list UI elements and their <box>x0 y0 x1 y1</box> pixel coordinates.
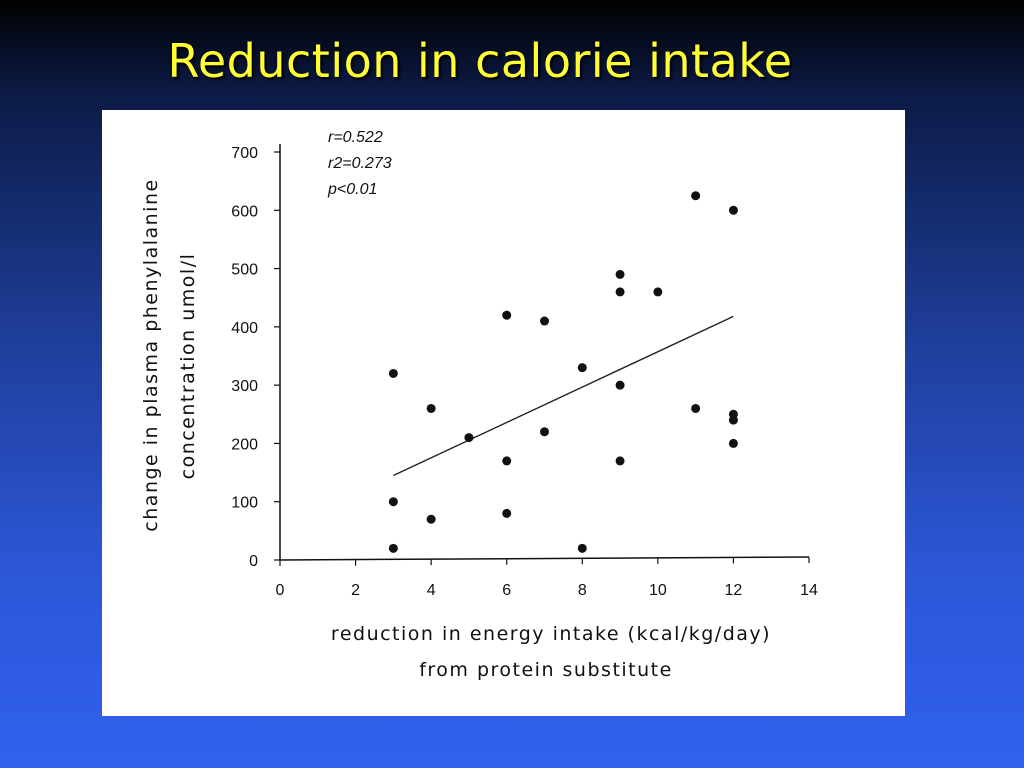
stat-annotation: r2=0.273 <box>328 155 392 172</box>
data-point <box>691 191 701 201</box>
tick-labels: 0 100 200 300 400 500 600 700 0 2 4 6 8 10 12 14 <box>231 145 818 599</box>
axes <box>279 144 810 561</box>
x-axis-line <box>279 556 810 561</box>
y-axis-title-line1: change in plasma phenylalanine <box>140 178 162 531</box>
x-tick-label: 0 <box>276 582 285 599</box>
data-point <box>728 415 738 425</box>
x-tick-label: 8 <box>578 582 587 599</box>
y-tick-label: 500 <box>231 262 258 279</box>
x-tick-label: 10 <box>649 582 667 599</box>
data-point <box>502 310 512 320</box>
data-point <box>388 368 398 378</box>
data-point <box>728 205 738 215</box>
y-tick-label: 100 <box>231 495 258 512</box>
data-point <box>577 363 587 373</box>
data-point <box>691 403 701 413</box>
x-tick-label: 12 <box>725 582 743 599</box>
x-tick-label: 6 <box>502 582 511 599</box>
y-axis-title-line2: concentration umol/l <box>177 253 199 480</box>
data-point <box>388 543 398 553</box>
data-point <box>615 287 625 297</box>
stat-annotation: r=0.522 <box>328 129 383 146</box>
data-point <box>615 456 625 466</box>
data-point <box>615 269 625 279</box>
data-point <box>426 403 436 413</box>
x-tick-label: 2 <box>351 582 360 599</box>
y-tick-label: 600 <box>231 203 258 220</box>
chart-panel: 0 100 200 300 400 500 600 700 0 2 4 6 8 10 12 14 r=0.52… <box>102 110 905 716</box>
data-point <box>388 497 398 507</box>
data-point <box>728 438 738 448</box>
y-tick-label: 0 <box>249 553 258 570</box>
axis-titles: reduction in energy intake (kcal/kg/day)… <box>140 178 771 681</box>
stat-annotation: p<0.01 <box>327 181 377 198</box>
slide-title: Reduction in calorie intake <box>167 34 793 88</box>
data-point <box>540 316 549 326</box>
scatter-chart: 0 100 200 300 400 500 600 700 0 2 4 6 8 10 12 14 r=0.52… <box>140 129 818 681</box>
x-axis-title-line2: from protein substitute <box>419 659 673 681</box>
y-tick-label: 200 <box>231 436 258 453</box>
data-point <box>502 456 512 466</box>
x-axis-title-line1: reduction in energy intake (kcal/kg/day) <box>331 623 771 645</box>
regression-line <box>393 315 734 477</box>
data-point <box>615 380 625 390</box>
data-point <box>464 433 474 443</box>
data-point <box>577 543 587 553</box>
data-point <box>426 514 436 524</box>
data-point <box>653 287 663 297</box>
data-point <box>502 508 512 518</box>
x-tick-label: 14 <box>800 582 818 599</box>
stats-annotation: r=0.522 r2=0.273 p<0.01 <box>327 129 392 198</box>
regression-line-group <box>393 315 734 477</box>
y-tick-label: 700 <box>231 145 258 162</box>
data-point <box>540 427 549 437</box>
data-points <box>388 191 738 553</box>
y-tick-label: 400 <box>231 320 258 337</box>
x-tick-label: 4 <box>427 582 436 599</box>
y-tick-label: 300 <box>231 378 258 395</box>
